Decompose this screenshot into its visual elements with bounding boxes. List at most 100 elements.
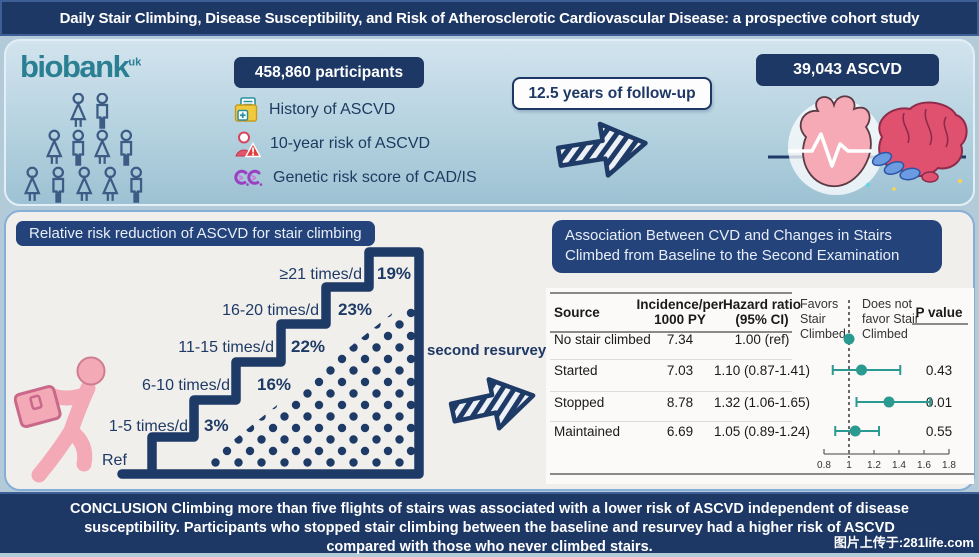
watermark: 图片上传于:281life.com — [833, 535, 974, 550]
conclusion-line1: CONCLUSION Climbing more than five fligh… — [69, 501, 909, 517]
person-head — [76, 356, 106, 386]
risk-item-label: History of ASCVD — [269, 101, 396, 118]
col-header-incidence: Incidence/per 1000 PY — [628, 297, 732, 327]
forest-label-favors-l1: Favors — [800, 297, 839, 311]
forest-table-background — [546, 288, 974, 484]
col-header-hazard: Hazard ratio (95% CI) — [710, 297, 814, 327]
stair-step-value: 23% — [338, 300, 372, 319]
medical-folder-icon — [234, 97, 258, 122]
dot-triangle-pattern — [197, 295, 415, 469]
stair-chart-title: Relative risk reduction of ASCVD for sta… — [16, 221, 375, 246]
staircase-chart: Ref 1-5 times/d 6-10 times/d 11-15 times… — [14, 247, 424, 483]
stair-ref-label: Ref — [102, 452, 127, 469]
cell-hazard: 1.10 (0.87-1.41) — [713, 363, 811, 378]
cell-pvalue: 0.01 — [925, 395, 953, 410]
cell-incidence: 7.34 — [666, 332, 694, 347]
cell-hazard: 1.00 (ref) — [734, 332, 790, 347]
forest-label-not-favors-l3: Climbed — [862, 326, 908, 341]
forest-plot: 0.8 1 1.2 1.4 1.6 1.8 — [817, 300, 956, 471]
cell-hazard: 1.05 (0.89-1.24) — [713, 424, 811, 439]
staircase-outline — [117, 247, 424, 479]
flow-arrow-icon — [555, 121, 648, 178]
risk-item-history: History of ASCVD — [234, 95, 395, 125]
axis-tick-label: 1.8 — [942, 460, 956, 471]
stair-step-label: 6-10 times/d — [142, 377, 230, 394]
forest-label-not-favors: Does not favor Stair Climbed — [862, 297, 934, 341]
risk-item-genetic: Genetic risk score of CAD/IS — [234, 163, 477, 193]
forest-label-not-favors-l2: favor Stair — [862, 311, 919, 326]
cell-incidence: 6.69 — [666, 424, 694, 439]
person-warning-icon — [235, 131, 261, 157]
table-bottom-rule — [550, 473, 974, 475]
participants-count: 458,860 participants — [254, 64, 404, 81]
forest-label-favors-l3: Climbed — [800, 326, 846, 341]
forest-axis — [823, 449, 950, 455]
followup-text: 12.5 years of follow-up — [528, 85, 696, 102]
resurvey-label-text: second resurvey — [427, 342, 547, 359]
association-title-line2: Climbed from Baseline to the Second Exam… — [565, 247, 900, 265]
followup-badge: 12.5 years of follow-up — [512, 77, 712, 110]
stair-step-value: 22% — [291, 337, 325, 356]
dna-icon — [234, 169, 263, 186]
cell-source: Maintained — [554, 424, 621, 439]
risk-item-label: 10-year risk of ASCVD — [270, 135, 431, 152]
stair-step-label: 11-15 times/d — [178, 339, 274, 356]
pvalue-header-rule — [912, 323, 968, 325]
forest-label-favors-l2: Stair — [800, 311, 826, 326]
cell-incidence: 8.78 — [666, 395, 694, 410]
conclusion-bar: CONCLUSION Climbing more than five fligh… — [0, 492, 979, 555]
cell-source: Stopped — [554, 395, 605, 410]
stair-chart-title-text: Relative risk reduction of ASCVD for sta… — [29, 225, 362, 242]
briefcase-icon — [14, 385, 62, 429]
forest-point-started — [856, 364, 867, 376]
table-top-rule — [550, 292, 792, 294]
forest-point-stopped — [883, 396, 895, 408]
row-rule — [550, 391, 792, 392]
stair-step-value: 16% — [257, 375, 291, 394]
forest-point-maintained — [849, 425, 861, 437]
results-panel: Relative risk reduction of ASCVD for sta… — [4, 210, 975, 491]
outcome-count: 39,043 ASCVD — [793, 61, 902, 78]
conclusion-line3: compared with those who never climbed st… — [326, 539, 653, 556]
col-header-source: Source — [554, 305, 600, 320]
climbing-person-illustration — [14, 356, 106, 483]
axis-tick-label: 1 — [846, 460, 852, 471]
outcome-badge: 39,043 ASCVD — [756, 54, 939, 86]
study-overview-panel: biobankuk 458,860 participants History o… — [4, 39, 975, 206]
axis-tick-label: 1.6 — [917, 460, 931, 471]
risk-item-label: Genetic risk score of CAD/IS — [273, 169, 477, 186]
stair-step-value: 3% — [204, 416, 229, 435]
page-title: Daily Stair Climbing, Disease Susceptibi… — [59, 9, 920, 27]
resurvey-arrow-icon — [448, 377, 536, 431]
stair-step-label: 16-20 times/d — [222, 302, 319, 319]
forest-point-no-stair — [843, 333, 855, 345]
cell-incidence: 7.03 — [666, 363, 694, 378]
col-header-hazard-l2: (95% CI) — [735, 312, 789, 327]
cell-hazard: 1.32 (1.06-1.65) — [713, 395, 811, 410]
row-rule — [550, 421, 792, 422]
cell-source: No stair climbed — [554, 332, 651, 347]
risk-item-10yr: 10-year risk of ASCVD — [234, 129, 430, 159]
cell-pvalue: 0.55 — [925, 424, 953, 439]
stair-step-value: 19% — [377, 264, 411, 283]
stair-step-label: 1-5 times/d — [109, 418, 188, 435]
table-header-rule — [550, 331, 792, 333]
logo-text: biobank — [20, 49, 130, 84]
stair-step-label: ≥21 times/d — [279, 266, 362, 283]
uk-biobank-logo: biobankuk — [20, 49, 141, 85]
col-header-hazard-l1: Hazard ratio — [722, 297, 802, 312]
cell-pvalue: 0.43 — [925, 363, 953, 378]
col-header-incidence-l1: Incidence/per — [636, 297, 724, 312]
association-title-line1: Association Between CVD and Changes in S… — [565, 227, 892, 244]
row-rule — [550, 359, 792, 360]
forest-label-favors: Favors Stair Climbed — [800, 297, 854, 341]
col-header-pvalue: P value — [915, 305, 963, 320]
heart-brain-illustration — [768, 95, 968, 195]
cell-source: Started — [554, 363, 598, 378]
axis-tick-label: 0.8 — [817, 460, 831, 471]
conclusion-line2: susceptibility. Participants who stopped… — [84, 520, 895, 537]
forest-label-not-favors-l1: Does not — [862, 297, 913, 311]
association-table-title: Association Between CVD and Changes in S… — [552, 220, 942, 273]
title-bar: Daily Stair Climbing, Disease Susceptibi… — [0, 0, 979, 36]
